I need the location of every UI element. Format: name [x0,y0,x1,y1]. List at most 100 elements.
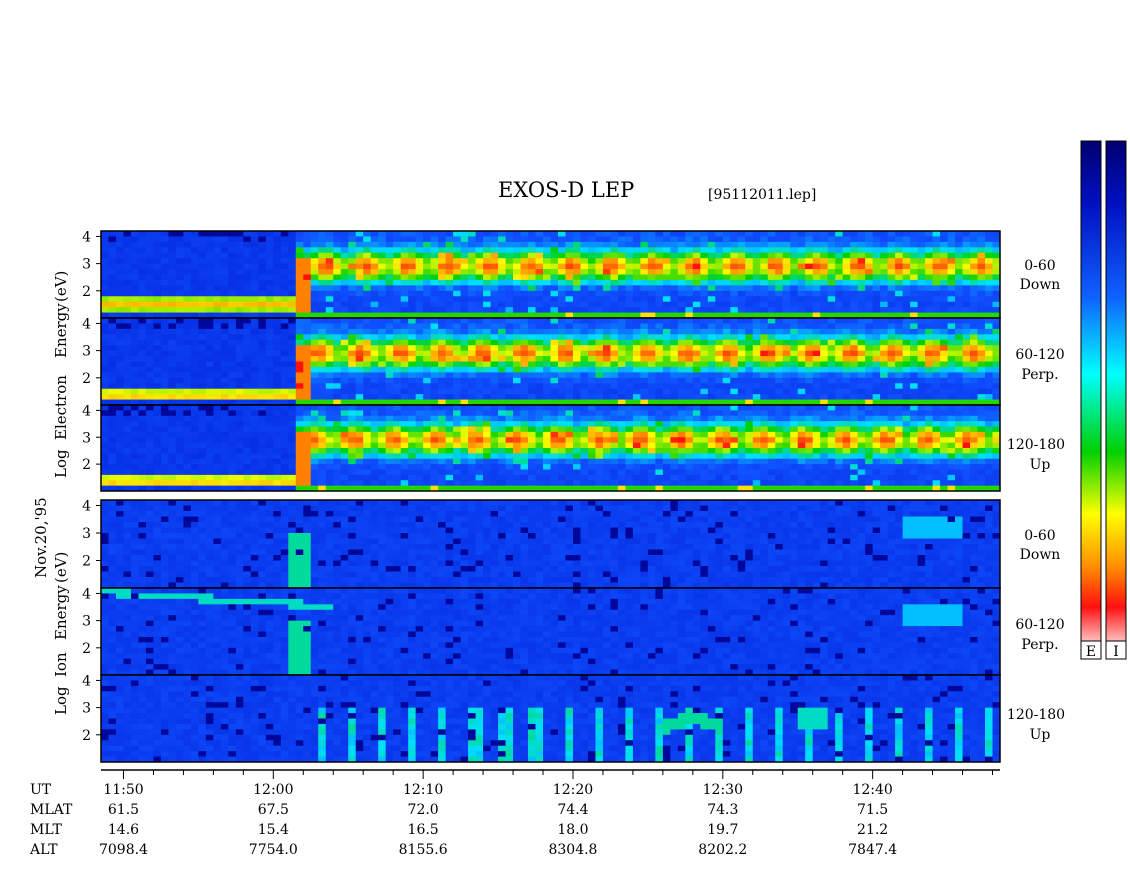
heatmap-cell [408,290,417,297]
heatmap-cell [835,279,844,286]
heatmap-cell [460,474,469,481]
heatmap-cell [947,241,956,248]
heatmap-cell [520,383,529,390]
heatmap-cell [453,426,462,433]
heatmap-cell [692,383,701,390]
heatmap-cell [617,269,626,275]
heatmap-cell [453,247,462,254]
heatmap-cell [190,350,199,357]
heatmap-cell [213,410,222,417]
heatmap-cell [400,339,409,346]
heatmap-cell [880,323,889,330]
heatmap-cell [235,274,244,281]
heatmap-cell [505,372,514,379]
heatmap-cell [325,236,334,243]
heatmap-cell [213,366,222,373]
heatmap-cell [378,480,387,487]
heatmap-cell [385,485,394,492]
heatmap-cell [183,241,192,248]
heatmap-cell [715,399,724,406]
heatmap-cell [265,356,274,362]
heatmap-cell [265,361,274,368]
heatmap-cell [625,464,634,471]
heatmap-cell [445,426,454,433]
heatmap-cell [190,356,199,362]
heatmap-cell [250,442,259,449]
heatmap-cell [273,431,282,438]
heatmap-cell [213,307,222,314]
heatmap-cell [565,399,574,406]
heatmap-cell [550,241,559,248]
heatmap-cell [505,448,514,454]
heatmap-cell [108,399,117,406]
heatmap-cell [393,296,402,303]
heatmap-cell [857,356,866,362]
heatmap-cell [932,388,941,395]
heatmap-cell [468,415,477,422]
heatmap-cell [453,377,462,384]
heatmap-cell [625,469,634,476]
heatmap-cell [632,307,641,314]
heatmap-cell [917,296,926,303]
heatmap-cell [235,453,244,460]
heatmap-cell [595,236,604,243]
heatmap-cell [168,485,177,492]
heatmap-cell [243,383,252,390]
heatmap-cell [138,345,147,352]
heatmap-cell [940,399,949,406]
heatmap-cell [520,252,529,259]
heatmap-cell [685,361,694,368]
heatmap-cell [123,247,132,254]
heatmap-cell [752,372,761,379]
heatmap-cell [610,361,619,368]
heatmap-cell [880,334,889,341]
heatmap-cell [160,252,169,259]
heatmap-cell [647,366,656,373]
heatmap-cell [408,399,417,406]
heatmap-cell [827,247,836,254]
heatmap-cell [453,410,462,417]
heatmap-cell [288,394,297,401]
heatmap-cell [632,366,641,373]
heatmap-cell [310,307,319,314]
heatmap-cell [483,274,492,281]
heatmap-cell [722,372,731,379]
heatmap-cell [378,307,387,314]
heatmap-cell [550,328,559,335]
heatmap-cell [145,410,154,417]
heatmap-cell [235,339,244,346]
heatmap-cell [101,339,109,346]
heatmap-cell [505,318,514,324]
heatmap-cell [602,290,611,297]
heatmap-cell [775,350,784,357]
heatmap-cell [430,296,439,303]
heatmap-cell [288,448,297,454]
heatmap-cell [505,279,514,286]
heatmap-cell [865,388,874,395]
heatmap-cell [310,394,319,401]
heatmap-cell [160,296,169,303]
heatmap-cell [745,285,754,292]
heatmap-cell [498,345,507,352]
heatmap-cell [947,394,956,401]
heatmap-cell [917,399,926,406]
heatmap-cell [977,399,986,406]
heatmap-cell [243,323,252,330]
heatmap-cell [145,274,154,281]
heatmap-cell [490,301,499,308]
heatmap-cell [977,377,986,384]
heatmap-cell [303,356,312,362]
heatmap-cell [775,301,784,308]
heatmap-cell [340,339,349,346]
heatmap-cell [385,339,394,346]
heatmap-cell [288,372,297,379]
heatmap-cell [580,366,589,373]
heatmap-cell [400,263,409,270]
heatmap-cell [602,263,611,270]
heatmap-cell [962,236,971,243]
heatmap-cell [205,410,214,417]
heatmap-cell [940,377,949,384]
heatmap-cell [520,485,529,492]
heatmap-cell [790,345,799,352]
heatmap-cell [857,334,866,341]
